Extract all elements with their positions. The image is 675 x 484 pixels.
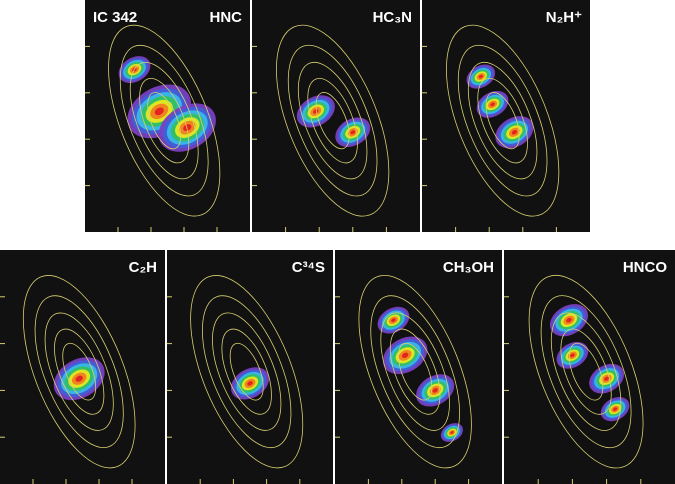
- contour: [446, 24, 560, 217]
- emission: [350, 130, 356, 135]
- panel-background: [422, 0, 590, 232]
- contour: [108, 24, 221, 217]
- panel-label: N₂H⁺: [546, 9, 582, 26]
- panel-background: [252, 0, 420, 232]
- emission: [313, 109, 319, 114]
- emission: [391, 318, 396, 323]
- panel: [0, 250, 165, 484]
- contour: [276, 24, 390, 217]
- contour: [370, 295, 460, 449]
- emission: [432, 388, 438, 393]
- contour: [62, 342, 97, 401]
- contour: [139, 78, 190, 164]
- emission: [450, 431, 454, 434]
- contour: [190, 275, 304, 469]
- panel-label: CH₃OH: [443, 259, 494, 276]
- contour: [467, 61, 538, 180]
- contour: [457, 44, 548, 197]
- emission: [247, 381, 253, 386]
- contour: [560, 328, 612, 415]
- emission: [490, 102, 495, 107]
- panel-label: C₂H: [129, 259, 157, 276]
- contour: [540, 295, 632, 449]
- contour: [147, 92, 182, 150]
- emission: [604, 376, 610, 381]
- panel-label: HNCO: [623, 259, 667, 276]
- emission: [570, 353, 575, 358]
- emission: [613, 407, 618, 411]
- contour: [119, 44, 209, 197]
- panel: [335, 250, 502, 484]
- contour: [380, 312, 450, 431]
- contour: [528, 274, 644, 469]
- contour: [550, 312, 622, 431]
- emission: [183, 124, 192, 132]
- contour: [477, 78, 528, 164]
- contour: [315, 92, 350, 150]
- panel-background: [167, 250, 333, 484]
- emission: [75, 375, 83, 382]
- contour: [485, 92, 520, 150]
- contour: [22, 275, 136, 469]
- emission: [566, 317, 572, 323]
- contour: [297, 61, 368, 180]
- emission: [401, 352, 409, 358]
- contour: [129, 61, 199, 180]
- panel-label: HNC: [210, 9, 243, 26]
- contour: [287, 44, 378, 197]
- contour: [44, 312, 114, 431]
- panel: [167, 250, 333, 484]
- contour: [358, 275, 472, 469]
- contour: [54, 328, 105, 415]
- panel-background: [504, 250, 675, 484]
- contour: [568, 342, 604, 401]
- emission: [478, 74, 483, 79]
- source-label: IC 342: [93, 9, 137, 26]
- contour: [202, 295, 292, 449]
- panel-label: C³⁴S: [292, 259, 325, 276]
- contour: [221, 328, 272, 415]
- contour: [389, 328, 441, 415]
- contour: [307, 78, 358, 164]
- panel-background: [335, 250, 502, 484]
- panel: [504, 250, 675, 484]
- panel-label: HC₃N: [373, 9, 412, 26]
- contour: [229, 342, 264, 401]
- panel: [422, 0, 590, 232]
- contour: [212, 312, 282, 431]
- emission: [154, 107, 164, 116]
- panel: [252, 0, 420, 232]
- contour: [34, 295, 124, 449]
- emission: [511, 129, 518, 135]
- contour: [398, 342, 433, 401]
- panel: [85, 0, 250, 232]
